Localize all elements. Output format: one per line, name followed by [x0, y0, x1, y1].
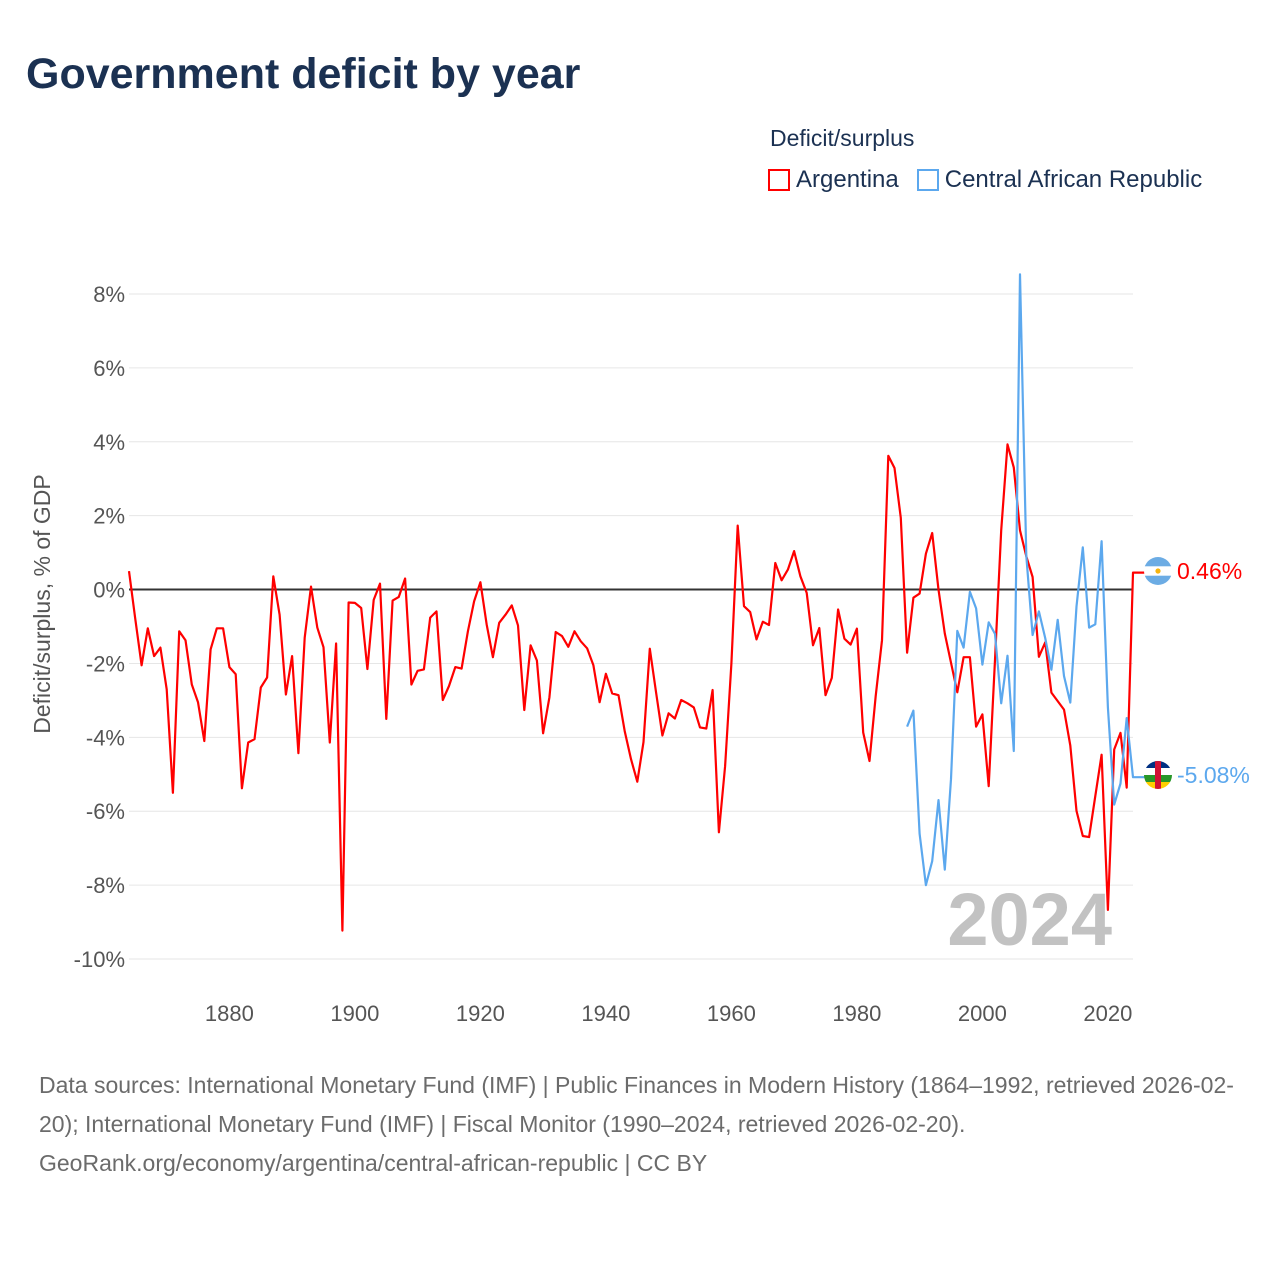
page-title: Government deficit by year — [26, 50, 581, 98]
y-tick-label: 8% — [93, 282, 125, 307]
legend-item-argentina[interactable]: Argentina — [768, 166, 899, 194]
y-tick-label: -10% — [74, 947, 125, 972]
x-tick-label: 1940 — [581, 1001, 630, 1026]
y-tick-label: 4% — [93, 430, 125, 455]
legend-title: Deficit/surplus — [770, 125, 915, 151]
x-tick-label: 1980 — [832, 1001, 881, 1026]
central-african-republic-line — [906, 273, 1145, 887]
y-tick-label: 2% — [93, 504, 125, 529]
x-tick-label: 1880 — [205, 1001, 254, 1026]
y-tick-label: -8% — [86, 873, 125, 898]
x-tick-label: 1960 — [707, 1001, 756, 1026]
argentina-end-label: 0.46% — [1177, 558, 1242, 584]
legend-label: Argentina — [796, 166, 899, 193]
legend: Argentina Central African Republic — [768, 166, 1202, 194]
y-tick-label: -6% — [86, 799, 125, 824]
y-tick-label: -4% — [86, 725, 125, 750]
y-axis-label: Deficit/surplus, % of GDP — [29, 474, 55, 733]
footer: Data sources: International Monetary Fun… — [39, 1066, 1249, 1183]
x-tick-label: 2020 — [1083, 1001, 1132, 1026]
legend-swatch-argentina — [768, 169, 790, 191]
legend-swatch-car — [916, 169, 939, 191]
legend-item-central-african-republic[interactable]: Central African Republic — [916, 166, 1203, 194]
credit-link[interactable]: GeoRank.org/economy/argentina/central-af… — [39, 1150, 708, 1176]
legend-label: Central African Republic — [944, 166, 1203, 193]
x-tick-label: 2000 — [958, 1001, 1007, 1026]
year-watermark: 2024 — [947, 878, 1112, 961]
x-tick-label: 1920 — [456, 1001, 505, 1026]
y-tick-label: 0% — [93, 578, 125, 603]
argentina-flag-icon — [1144, 557, 1172, 585]
central-african-republic-flag-icon — [1144, 761, 1172, 789]
data-sources: Data sources: International Monetary Fun… — [39, 1072, 1234, 1137]
x-tick-label: 1900 — [330, 1001, 379, 1026]
argentina-line — [127, 443, 1145, 932]
y-tick-label: 6% — [93, 356, 125, 381]
y-tick-label: -2% — [86, 651, 125, 676]
chart: 8% 6% 4% 2% 0% -2% -4% -6% -8% -10% 1880 1900 1920 1… — [29, 273, 1250, 1026]
car-end-label: -5.08% — [1177, 762, 1250, 788]
